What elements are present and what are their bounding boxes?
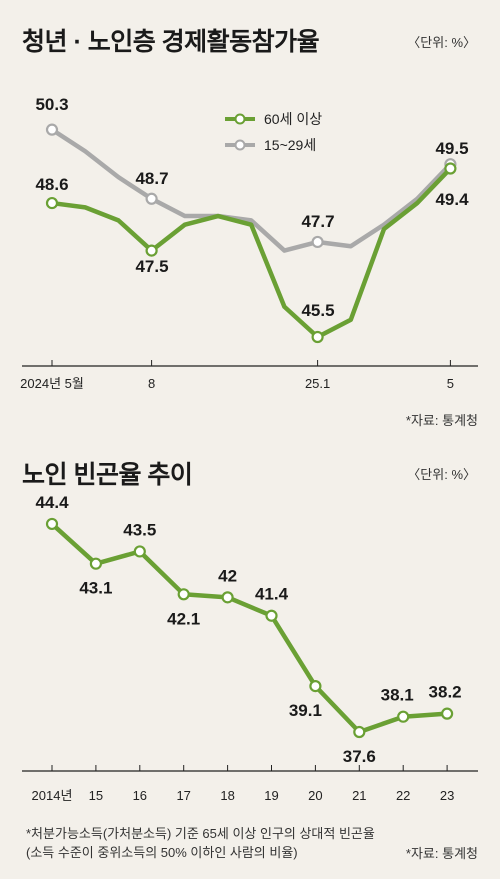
chart2-x-tick-label: 21 xyxy=(352,788,366,803)
chart2-x-tick-label: 18 xyxy=(220,788,234,803)
chart2-data-label: 37.6 xyxy=(343,747,376,766)
chart1-data-label: 48.7 xyxy=(135,169,168,188)
chart1-point xyxy=(145,244,158,257)
chart2-data-label: 39.1 xyxy=(289,701,322,720)
chart1-data-label: 50.3 xyxy=(35,95,68,114)
chart2-x-tick-label: 20 xyxy=(308,788,322,803)
chart1-legend-marker xyxy=(234,139,246,151)
chart2-note: *처분가능소득(가처분소득) 기준 65세 이상 인구의 상대적 빈곤율 (소득… xyxy=(26,824,375,862)
chart1-legend-marker xyxy=(234,113,246,125)
chart2-x-tick-label: 23 xyxy=(440,788,454,803)
chart1-point xyxy=(45,196,59,210)
chart1-point xyxy=(444,162,457,175)
chart2-point xyxy=(309,679,322,693)
chart2-data-label: 43.1 xyxy=(79,579,112,598)
chart2-x-tick-label: 17 xyxy=(176,788,190,803)
chart1-data-label: 45.5 xyxy=(301,301,334,320)
chart2-x-tick-label: 2014년 xyxy=(32,788,73,803)
chart1-legend-label: 60세 이상 xyxy=(264,111,322,127)
chart2-data-label: 38.2 xyxy=(429,683,462,702)
chart2-point xyxy=(441,707,454,720)
chart1-point xyxy=(45,123,59,136)
chart1-source: *자료: 통계청 xyxy=(405,413,478,428)
chart1-x-tick-label: 25.1 xyxy=(305,376,330,391)
chart1-x-tick-label: 5 xyxy=(447,376,454,391)
chart2-source: *자료: 통계청 xyxy=(405,846,478,861)
chart1-data-label: 49.5 xyxy=(435,139,468,158)
chart2-point xyxy=(133,545,146,558)
chart2-point xyxy=(397,710,410,723)
chart1-x-tick-label: 8 xyxy=(148,376,155,391)
chart2-point xyxy=(89,557,103,570)
chart1-unit: 〈단위: %〉 xyxy=(407,35,476,50)
chart2-point xyxy=(177,588,190,601)
chart2-note-line1: *처분가능소득(가처분소득) 기준 65세 이상 인구의 상대적 빈곤율 xyxy=(26,826,375,841)
chart1-point xyxy=(311,235,324,249)
chart2-x-tick-label: 16 xyxy=(133,788,147,803)
chart2-point xyxy=(221,591,234,604)
chart2-series-line xyxy=(50,522,448,735)
chart2-data-label: 43.5 xyxy=(123,520,156,539)
chart2-data-label: 41.4 xyxy=(255,585,289,604)
chart1-point xyxy=(311,330,324,344)
chart1-data-label: 48.6 xyxy=(35,175,68,194)
chart2-point xyxy=(45,517,59,531)
chart2-data-label: 42.1 xyxy=(167,609,200,628)
chart2-note-line2: (소득 수준이 중위소득의 50% 이하인 사람의 비율) xyxy=(26,845,298,860)
chart2-data-label: 42 xyxy=(218,566,237,585)
chart2-unit: 〈단위: %〉 xyxy=(407,467,476,482)
chart2-title: 노인 빈곤율 추이 xyxy=(22,461,193,489)
chart1-x-tick-label: 2024년 5월 xyxy=(20,376,84,391)
chart1-point xyxy=(145,192,158,205)
chart2-x-tick-label: 22 xyxy=(396,788,410,803)
chart2-data-label: 44.4 xyxy=(35,493,69,512)
chart1-series-line xyxy=(51,166,453,340)
chart1-series-line xyxy=(50,127,453,253)
chart2-point xyxy=(265,609,278,622)
chart2-x-tick-label: 19 xyxy=(264,788,278,803)
chart2-data-label: 38.1 xyxy=(381,686,414,705)
chart1-data-label: 47.5 xyxy=(135,257,168,276)
chart2-x-tick-label: 15 xyxy=(89,788,103,803)
chart1-legend-label: 15~29세 xyxy=(264,137,316,153)
chart1-data-label: 47.7 xyxy=(301,212,334,231)
chart1-title: 청년 · 노인층 경제활동참가율 xyxy=(22,28,320,56)
chart1-data-label: 49.4 xyxy=(435,190,469,209)
chart2-point xyxy=(353,725,366,739)
chart1-plot: 2024년 5월 8 25.1 5 48.6 47.5 45.5 49.4 50.3 48.7 47… xyxy=(20,95,478,391)
